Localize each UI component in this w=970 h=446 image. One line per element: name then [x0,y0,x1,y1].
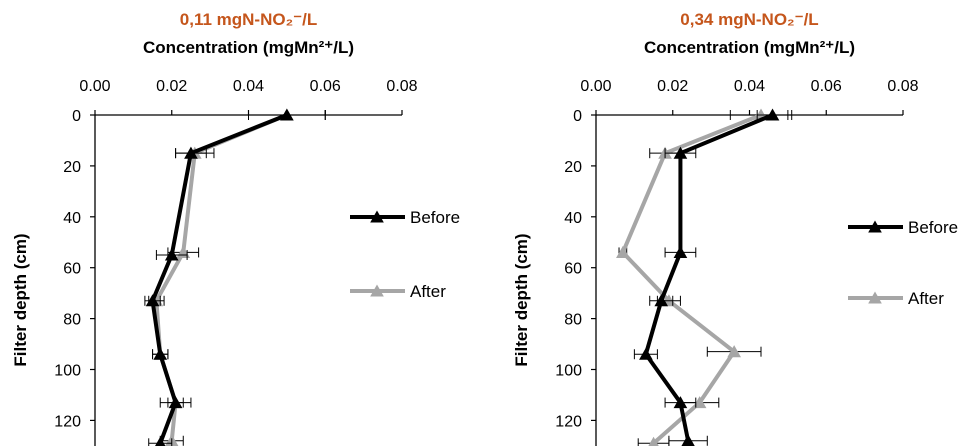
data-point [616,245,630,258]
chart-title: 0,11 mgN-NO₂⁻/L [180,10,317,29]
y-tick-label: 60 [63,261,81,278]
legend-label: Before [908,218,958,237]
y-tick-label: 100 [555,363,582,380]
legend-marker [370,210,384,223]
legend-entry-before: Before [350,208,460,227]
series-line [150,113,288,445]
data-point [681,434,695,446]
y-tick-label: 0 [72,108,81,125]
series-before [633,108,789,446]
legend-label: After [908,289,944,308]
legend-entry-after: After [350,282,446,301]
data-point [765,108,780,121]
x-tick-label: 0.04 [734,78,765,95]
y-tick-label: 60 [564,261,582,278]
data-point [155,436,166,446]
legend-entry-before: Before [848,218,958,237]
data-point [168,396,183,409]
series-before [144,108,326,446]
x-tick-label: 0.00 [580,78,611,95]
data-point [648,436,659,446]
data-point [673,245,688,258]
x-tick-label: 0.08 [386,78,417,95]
data-point [280,108,294,121]
y-axis-label: Filter depth (cm) [11,233,30,366]
legend-marker [868,291,882,304]
x-tick-label: 0.06 [310,78,341,95]
data-point [145,294,160,307]
data-point [639,347,653,360]
legend-marker [370,284,384,297]
legend-marker [868,220,882,233]
x-axis-label: Concentration (mgMn²⁺/L) [143,38,354,57]
y-tick-label: 20 [564,159,582,176]
x-tick-label: 0.02 [156,78,187,95]
legend-label: After [410,282,446,301]
data-point [673,146,688,159]
chart-panel-right: 0,34 mgN-NO₂⁻/L Concentration (mgMn²⁺/L) 0… [512,10,958,446]
x-tick-label: 0.02 [657,78,688,95]
y-tick-label: 40 [564,210,582,227]
chart-title: 0,34 mgN-NO₂⁻/L [680,10,818,29]
series-line [154,113,288,441]
y-axis-label: Filter depth (cm) [512,233,531,366]
series-after [616,108,793,446]
data-point [184,146,198,159]
x-tick-label: 0.06 [811,78,842,95]
y-tick-label: 80 [564,312,582,329]
x-tick-label: 0.08 [887,78,918,95]
y-tick-label: 0 [573,108,582,125]
y-tick-label: 120 [54,413,81,430]
y-tick-label: 120 [555,413,582,430]
series-line [620,113,762,445]
y-tick-label: 40 [63,210,81,227]
x-tick-label: 0.00 [79,78,110,95]
chart-panel-left: 0,11 mgN-NO₂⁻/L Concentration (mgMn²⁺/L) 0… [11,10,460,446]
data-point [153,347,168,360]
legend-entry-after: After [848,289,944,308]
x-axis-label: Concentration (mgMn²⁺/L) [644,38,855,57]
data-point [164,248,179,261]
y-tick-label: 20 [63,159,81,176]
y-tick-label: 80 [63,312,81,329]
data-point [727,345,741,358]
data-point [673,396,688,409]
legend-label: Before [410,208,460,227]
y-tick-label: 100 [54,363,81,380]
data-point [654,294,669,307]
x-tick-label: 0.04 [233,78,264,95]
